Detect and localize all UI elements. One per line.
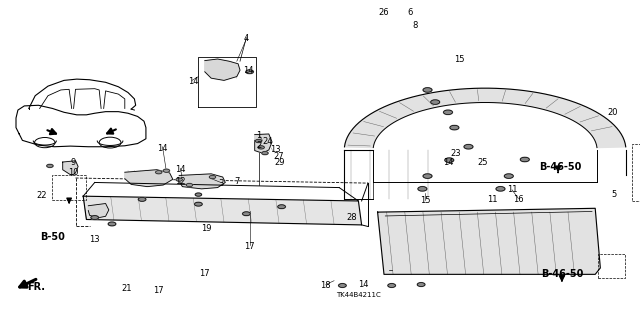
Text: 21: 21: [122, 284, 132, 293]
Text: 11: 11: [507, 185, 517, 194]
Circle shape: [464, 145, 473, 149]
Polygon shape: [83, 196, 362, 225]
Circle shape: [278, 205, 285, 209]
Bar: [52, 175, 86, 200]
Text: TK44B4211C: TK44B4211C: [336, 292, 381, 298]
Polygon shape: [378, 208, 600, 274]
Circle shape: [444, 110, 452, 115]
Text: 7: 7: [234, 177, 239, 186]
Text: 11: 11: [488, 195, 498, 204]
Circle shape: [195, 193, 202, 196]
Polygon shape: [179, 174, 225, 189]
Circle shape: [339, 284, 346, 287]
Polygon shape: [255, 134, 272, 153]
Text: 24: 24: [262, 137, 273, 146]
Text: 16: 16: [513, 195, 524, 204]
Polygon shape: [88, 204, 109, 218]
Circle shape: [163, 169, 170, 172]
Text: 19: 19: [201, 224, 211, 233]
Circle shape: [262, 152, 268, 155]
Text: B-50: B-50: [40, 232, 65, 242]
Circle shape: [138, 197, 146, 201]
Circle shape: [209, 175, 216, 179]
Circle shape: [195, 202, 202, 206]
Circle shape: [246, 70, 253, 74]
Text: 18: 18: [321, 281, 331, 290]
Text: 17: 17: [200, 269, 210, 278]
Circle shape: [255, 139, 262, 143]
Circle shape: [504, 174, 513, 178]
Circle shape: [496, 187, 505, 191]
Text: 20: 20: [608, 108, 618, 117]
Circle shape: [176, 178, 182, 181]
Text: 13: 13: [270, 145, 280, 154]
Circle shape: [91, 216, 99, 219]
Circle shape: [423, 174, 432, 178]
Circle shape: [417, 283, 425, 286]
Text: 25: 25: [477, 158, 488, 167]
Text: 22: 22: [36, 191, 47, 200]
Text: 1: 1: [257, 131, 262, 140]
Text: 14: 14: [157, 144, 168, 153]
Text: 2: 2: [257, 141, 262, 150]
Circle shape: [423, 88, 432, 92]
Text: 13: 13: [90, 235, 100, 244]
Text: 14: 14: [175, 165, 186, 174]
Text: 8: 8: [412, 21, 417, 30]
Text: 17: 17: [154, 286, 164, 295]
Circle shape: [243, 212, 250, 216]
Circle shape: [156, 171, 162, 174]
Circle shape: [108, 222, 116, 226]
Text: FR.: FR.: [28, 282, 45, 292]
Text: 12: 12: [175, 177, 186, 186]
Text: B-46-50: B-46-50: [541, 269, 583, 279]
Text: 14: 14: [443, 158, 453, 167]
Text: 28: 28: [347, 213, 357, 222]
Circle shape: [445, 158, 454, 162]
Polygon shape: [344, 88, 626, 148]
Text: 26: 26: [379, 8, 389, 17]
Text: 14: 14: [358, 280, 368, 289]
Text: 3: 3: [218, 179, 223, 188]
Circle shape: [186, 183, 193, 187]
Circle shape: [47, 164, 53, 167]
Circle shape: [450, 125, 459, 130]
Text: 27: 27: [273, 152, 284, 161]
Text: 9: 9: [71, 158, 76, 167]
Text: 29: 29: [275, 158, 285, 167]
Text: 6: 6: [407, 8, 412, 17]
Polygon shape: [63, 161, 78, 175]
Text: 23: 23: [451, 149, 461, 158]
Circle shape: [418, 187, 427, 191]
Text: 5: 5: [612, 190, 617, 199]
Polygon shape: [205, 59, 240, 80]
Polygon shape: [125, 170, 173, 187]
Bar: [632, 144, 640, 201]
Circle shape: [431, 100, 440, 104]
Text: B-46-50: B-46-50: [539, 161, 581, 172]
Text: 15: 15: [420, 197, 430, 205]
Text: 14: 14: [188, 77, 198, 86]
Circle shape: [258, 146, 264, 149]
Text: 4: 4: [244, 34, 249, 43]
Text: 17: 17: [244, 242, 255, 251]
Text: 10: 10: [68, 168, 79, 177]
Text: 15: 15: [454, 55, 465, 63]
Text: 14: 14: [243, 66, 253, 75]
Circle shape: [388, 284, 396, 287]
Circle shape: [520, 157, 529, 162]
Bar: [598, 254, 625, 278]
